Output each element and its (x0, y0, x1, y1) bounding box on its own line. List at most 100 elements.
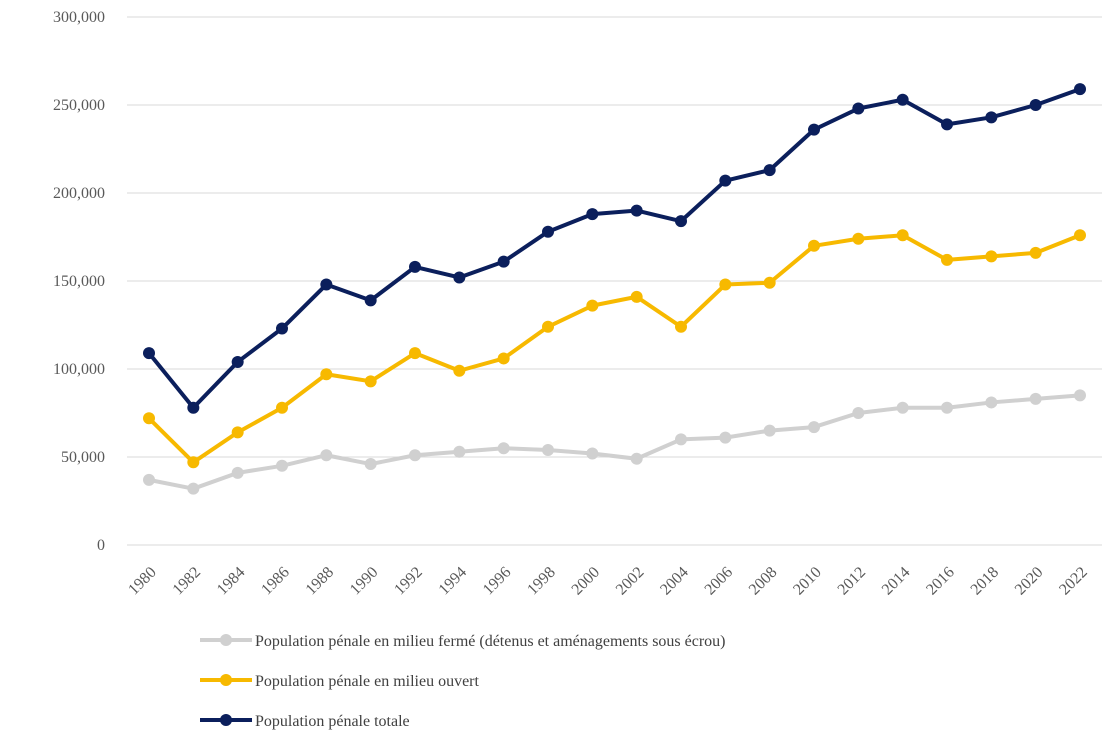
marker (941, 253, 953, 266)
x-tick-label: 2022 (1056, 564, 1091, 599)
x-tick-label: 2020 (1012, 564, 1047, 599)
marker (675, 215, 687, 228)
x-tick-label: 1986 (258, 564, 293, 599)
marker (542, 225, 554, 238)
y-tick-label: 150,000 (53, 273, 105, 290)
line (147, 233, 1081, 465)
marker (985, 250, 998, 263)
marker (320, 368, 333, 381)
legend-label: Population pénale en milieu ouvert (255, 673, 480, 690)
y-tick-label: 0 (97, 537, 105, 554)
x-tick-label: 2018 (968, 564, 1003, 599)
marker (808, 421, 820, 434)
marker (630, 452, 643, 465)
marker (630, 204, 643, 217)
legend-marker (220, 714, 232, 726)
marker (941, 118, 953, 131)
marker (453, 271, 466, 284)
x-tick-label: 2006 (702, 564, 737, 599)
marker (719, 174, 732, 187)
marker (497, 255, 510, 268)
x-tick-label: 1984 (214, 564, 249, 599)
line (147, 87, 1081, 410)
marker (364, 294, 377, 307)
marker (896, 229, 909, 242)
x-tick-label: 2016 (923, 564, 958, 599)
marker (808, 123, 820, 136)
y-tick-label: 200,000 (53, 185, 105, 202)
marker (1074, 389, 1086, 402)
marker (763, 276, 776, 289)
marker (187, 401, 200, 414)
marker (675, 320, 687, 333)
marker (675, 433, 687, 446)
marker (1029, 99, 1042, 111)
marker (1074, 83, 1086, 96)
marker (630, 290, 643, 303)
marker (719, 278, 732, 291)
marker (409, 260, 421, 273)
legend-label: Population pénale en milieu fermé (déten… (255, 633, 726, 650)
marker (985, 111, 998, 124)
marker (453, 364, 466, 377)
x-tick-label: 1998 (524, 564, 559, 599)
marker (187, 482, 200, 495)
marker (409, 347, 421, 360)
marker (453, 445, 466, 458)
legend-marker (220, 634, 232, 646)
marker (586, 447, 599, 460)
marker (852, 407, 865, 419)
marker (187, 456, 200, 469)
marker (409, 449, 421, 462)
marker (542, 320, 554, 333)
marker (542, 443, 554, 456)
marker (941, 401, 953, 414)
legend-marker (220, 674, 232, 686)
marker (231, 426, 244, 439)
x-tick-label: 2010 (790, 564, 825, 599)
marker (1074, 229, 1086, 242)
marker (852, 232, 865, 245)
marker (320, 449, 333, 462)
y-tick-label: 50,000 (61, 449, 105, 466)
legend-label: Population pénale totale (255, 713, 410, 730)
marker (143, 412, 155, 425)
x-tick-label: 1994 (436, 564, 471, 599)
x-tick-label: 2002 (613, 564, 648, 599)
line (148, 393, 1081, 491)
x-tick-label: 2004 (657, 564, 692, 599)
marker (808, 239, 820, 252)
x-tick-label: 2000 (569, 564, 604, 599)
x-tick-label: 1982 (170, 564, 205, 599)
marker (276, 459, 288, 472)
marker (364, 375, 377, 388)
marker (763, 164, 776, 177)
y-tick-label: 100,000 (53, 361, 105, 378)
marker (985, 396, 998, 409)
marker (143, 473, 155, 486)
x-tick-label: 2012 (835, 564, 870, 599)
x-tick-label: 2008 (746, 564, 781, 599)
marker (276, 401, 288, 414)
marker (1029, 246, 1042, 259)
marker (231, 355, 244, 368)
x-tick-label: 1988 (303, 564, 338, 599)
marker (320, 278, 333, 291)
marker (143, 347, 155, 360)
marker (364, 458, 377, 471)
x-tick-label: 1990 (347, 564, 382, 599)
y-tick-label: 250,000 (53, 97, 105, 114)
x-tick-label: 1992 (391, 564, 426, 599)
x-tick-label: 1996 (480, 564, 515, 599)
marker (586, 299, 599, 312)
marker (852, 102, 865, 115)
y-tick-label: 300,000 (53, 9, 105, 26)
marker (231, 466, 244, 479)
marker (1029, 392, 1042, 405)
marker (497, 442, 510, 455)
x-tick-label: 2014 (879, 564, 914, 599)
x-tick-label: 1980 (125, 564, 160, 599)
marker (719, 431, 732, 444)
marker (763, 424, 776, 437)
